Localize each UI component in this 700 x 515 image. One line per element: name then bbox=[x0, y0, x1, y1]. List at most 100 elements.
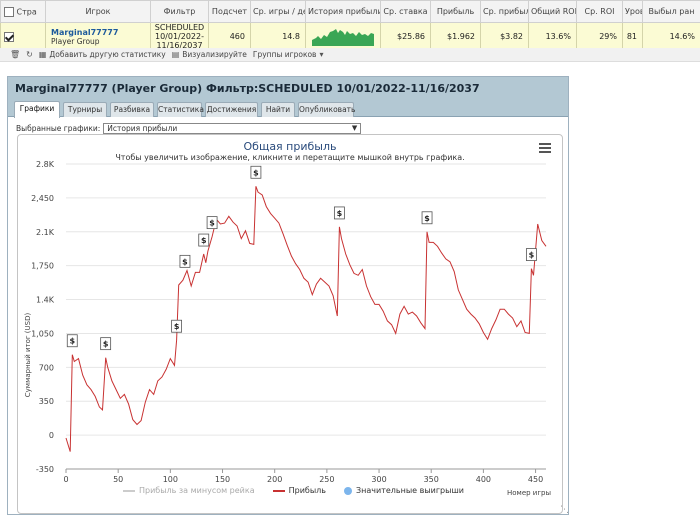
big-win-box bbox=[250, 165, 262, 179]
big-win-marker: $ bbox=[171, 319, 183, 333]
filter-cell: SCHEDULED 10/01/2022-11/16/2037 bbox=[150, 22, 209, 51]
grid-header-profit-history[interactable]: История прибыли bbox=[305, 0, 381, 23]
player-groups-label: Группы игроков bbox=[252, 50, 317, 59]
legend-rake-label: Прибыль за минусом рейка bbox=[139, 486, 255, 495]
count-cell: 460 bbox=[208, 22, 251, 51]
tab-achievements[interactable]: Достижения bbox=[205, 102, 258, 117]
chart-plot[interactable]: -350 0 350 700 1,050 1.4K 1,750 2.1K 2,450 2.8K 0 5… bbox=[18, 135, 563, 514]
x-tick-label: 450 bbox=[528, 475, 543, 484]
big-win-label: $ bbox=[103, 340, 109, 349]
y-tick-label: -350 bbox=[36, 465, 54, 474]
legend-item-big-wins[interactable]: Значительные выигрыши bbox=[344, 486, 464, 495]
big-win-marker: $ bbox=[250, 165, 262, 179]
chevron-down-icon: ▾ bbox=[319, 50, 324, 59]
y-tick-label: 700 bbox=[39, 363, 54, 372]
chart-title: Общая прибыль bbox=[243, 140, 337, 153]
tab-statistics[interactable]: Статистика bbox=[157, 102, 204, 117]
y-tick-label: 1,050 bbox=[31, 329, 54, 338]
legend-rake-swatch bbox=[123, 489, 135, 492]
x-tick-label: 350 bbox=[424, 475, 439, 484]
add-stat-label: Добавить другую статистику bbox=[49, 50, 166, 59]
total-roi-cell: 13.6% bbox=[528, 22, 577, 51]
refresh-icon[interactable]: ↻ bbox=[26, 50, 33, 59]
player-groups-dropdown[interactable]: Группы игроков ▾ bbox=[253, 50, 324, 59]
grid-header-level[interactable]: Уров bbox=[622, 0, 643, 23]
profit-cell: $1.962 bbox=[430, 22, 481, 51]
x-tick-label: 400 bbox=[476, 475, 491, 484]
big-win-label: $ bbox=[337, 209, 343, 218]
big-win-marker: $ bbox=[421, 211, 433, 225]
tab-publish[interactable]: Опубликовать bbox=[298, 102, 355, 117]
legend-item-profit[interactable]: Прибыль bbox=[272, 486, 326, 495]
tab-find[interactable]: Найти bbox=[261, 102, 295, 117]
row-checkbox[interactable] bbox=[4, 31, 14, 42]
grid-header-total-roi[interactable]: Общий ROI bbox=[528, 0, 577, 23]
select-all-checkbox[interactable] bbox=[4, 6, 14, 17]
x-tick-label: 100 bbox=[163, 475, 178, 484]
trash-icon[interactable]: 🗑 bbox=[10, 50, 21, 59]
player-group-label: Player Group bbox=[51, 36, 100, 46]
player-cell[interactable]: Marginal77777 Player Group bbox=[45, 22, 151, 51]
grid-header-player[interactable]: Игрок bbox=[45, 0, 151, 23]
tab-charts[interactable]: Графики bbox=[14, 101, 60, 118]
legend-item-rake[interactable]: Прибыль за минусом рейка bbox=[123, 486, 255, 495]
grid-header-avg-stake[interactable]: Ср. ставка bbox=[380, 0, 431, 23]
tab-breakdown[interactable]: Разбивка bbox=[110, 102, 154, 117]
grid-header-select[interactable]: Стра bbox=[0, 0, 46, 23]
big-win-label: $ bbox=[182, 257, 188, 266]
profit-chart[interactable]: Общая прибыль Чтобы увеличить изображени… bbox=[17, 134, 563, 514]
big-win-box bbox=[206, 216, 218, 230]
big-win-marker: $ bbox=[198, 233, 210, 247]
x-tick-label: 0 bbox=[63, 475, 68, 484]
legend-profit-label: Прибыль bbox=[288, 486, 326, 495]
big-win-box bbox=[171, 319, 183, 333]
y-tick-label: 350 bbox=[39, 397, 54, 406]
big-win-box bbox=[421, 211, 433, 225]
big-win-marker: $ bbox=[66, 334, 78, 348]
chart-select-label: Выбранные графики: bbox=[16, 124, 101, 133]
table-row[interactable]: Marginal77777 Player Group SCHEDULED 10/… bbox=[0, 22, 700, 51]
chart-select-value: История прибыли bbox=[107, 124, 178, 133]
grid-header-avg-roi[interactable]: Ср. ROI bbox=[576, 0, 623, 23]
chart-menu-icon[interactable] bbox=[539, 143, 551, 153]
y-tick-label: 1.4K bbox=[36, 296, 55, 305]
panel-title: Marginal77777 (Player Group) Фильтр:SCHE… bbox=[8, 77, 568, 100]
big-win-label: $ bbox=[529, 251, 535, 260]
grid-header-filter[interactable]: Фильтр bbox=[150, 0, 209, 23]
tab-tournaments[interactable]: Турниры bbox=[63, 102, 107, 117]
grid-header-avg-games[interactable]: Ср. игры / де bbox=[250, 0, 306, 23]
profit-series-line bbox=[65, 186, 547, 452]
y-tick-label: 1,750 bbox=[31, 262, 54, 271]
avg-profit-cell: $3.82 bbox=[480, 22, 529, 51]
grid-icon: ▦ bbox=[38, 50, 47, 59]
profit-history-cell[interactable] bbox=[305, 22, 381, 51]
x-tick-label: 200 bbox=[267, 475, 282, 484]
grid-header-avg-profit[interactable]: Ср. прибыль bbox=[480, 0, 529, 23]
big-win-box bbox=[179, 254, 191, 268]
avg-roi-cell: 29% bbox=[576, 22, 623, 51]
player-name-link[interactable]: Marginal77777 bbox=[51, 27, 119, 37]
x-tick-label: 300 bbox=[371, 475, 386, 484]
big-win-marker: $ bbox=[525, 248, 537, 261]
chevron-down-icon: ▼ bbox=[351, 124, 358, 132]
grid-header-profit[interactable]: Прибыль bbox=[430, 0, 481, 23]
tabs-bar: Графики Турниры Разбивка Статистика Дост… bbox=[8, 100, 568, 118]
big-win-box bbox=[333, 206, 345, 220]
big-win-label: $ bbox=[201, 236, 207, 245]
add-stat-button[interactable]: ▦ Добавить другую статистику bbox=[39, 50, 166, 59]
y-tick-label: 2,450 bbox=[31, 194, 54, 203]
visualize-button[interactable]: ▤ Визуализируйте bbox=[172, 50, 247, 59]
grid-header-early-out[interactable]: Выбыл ран bbox=[642, 0, 700, 23]
grid-header-count[interactable]: Подсчет bbox=[208, 0, 251, 23]
big-win-label: $ bbox=[424, 214, 430, 223]
stats-grid: Стра Игрок Фильтр Подсчет Ср. игры / де … bbox=[0, 0, 700, 51]
big-win-box bbox=[66, 334, 78, 348]
chart-select[interactable]: История прибыли ▼ bbox=[103, 123, 362, 134]
row-select-cell[interactable] bbox=[0, 22, 46, 51]
resize-grip-icon[interactable]: ⋱ bbox=[560, 505, 569, 515]
big-win-label: $ bbox=[69, 337, 75, 346]
chart-legend: Прибыль за минусом рейка Прибыль Значите… bbox=[123, 486, 464, 495]
avg-stake-cell: $25.86 bbox=[380, 22, 431, 51]
avg-games-cell: 14.8 bbox=[250, 22, 306, 51]
chart-select-row: Выбранные графики: История прибыли ▼ bbox=[16, 123, 362, 134]
